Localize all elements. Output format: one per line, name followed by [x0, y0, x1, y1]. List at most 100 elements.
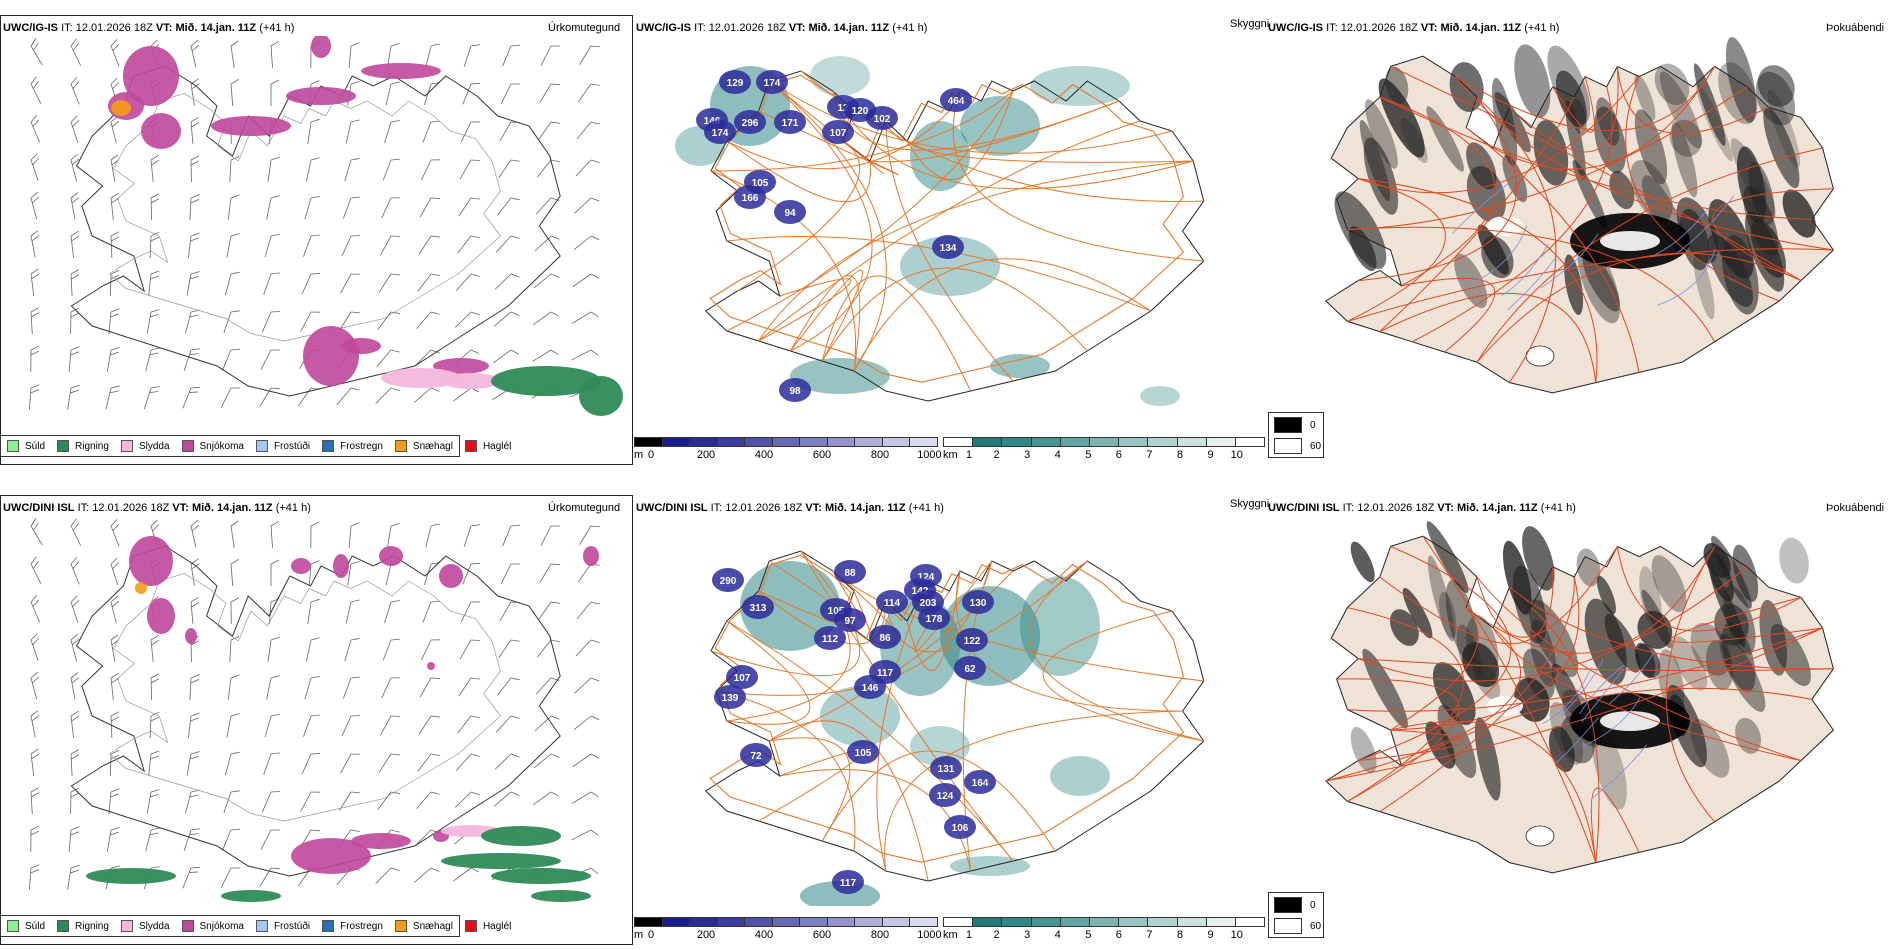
fog-legend-row: 60 — [1274, 918, 1321, 934]
wind-barb-staff — [107, 349, 112, 372]
wind-barb-flag — [470, 82, 480, 85]
legend-swatch — [464, 440, 477, 452]
wind-barb-staff — [190, 525, 197, 548]
wind-barb-staff — [453, 387, 472, 402]
wind-barb-flag — [390, 522, 400, 527]
wind-barb-staff — [348, 45, 352, 68]
wind-barb-staff — [342, 197, 352, 219]
snow-area — [291, 838, 371, 874]
wind-barb-flag — [230, 790, 240, 793]
fog-indicator-area — [1427, 555, 1455, 642]
wind-barb-icon — [150, 673, 160, 701]
river-line — [1554, 717, 1599, 764]
ceiling-value-label: 290 — [720, 576, 737, 587]
wind-barb-icon — [574, 197, 600, 214]
colorbar-tick: 10 — [1230, 929, 1243, 941]
wind-barb-staff — [419, 677, 432, 698]
wind-barb-staff — [30, 563, 42, 584]
snow-area — [211, 116, 291, 136]
wind-barb-icon — [68, 826, 80, 852]
wind-barb-flag — [110, 385, 120, 389]
wind-barb-flag — [70, 153, 79, 161]
low-ceiling-area — [834, 560, 866, 584]
wind-barb-flag — [190, 717, 199, 722]
lead-time: (+41 h) — [1524, 22, 1560, 34]
road-line — [853, 258, 1152, 372]
low-ceiling-area — [822, 120, 854, 144]
wind-barb-icon — [493, 791, 520, 807]
wind-barb-icon — [264, 713, 280, 738]
colorbar-segment — [1002, 918, 1032, 926]
wind-barb-staff — [538, 601, 552, 621]
wind-barb-flag — [390, 867, 400, 872]
it-label: IT: — [1342, 502, 1355, 514]
wind-barb-staff — [418, 715, 432, 735]
wind-barb-flag — [111, 639, 120, 646]
legend-label: Súld — [25, 440, 46, 452]
wind-barb-icon — [230, 559, 239, 586]
wind-barb-staff — [533, 273, 552, 289]
ceiling-value-label: 164 — [972, 778, 989, 789]
wind-barb-flag — [550, 197, 560, 201]
road-line — [1358, 658, 1834, 672]
wind-barb-icon — [419, 677, 440, 698]
wind-barb-flag — [191, 563, 200, 570]
wind-barb-staff — [336, 387, 352, 406]
colorbar-tick: 600 — [812, 449, 832, 461]
wind-barb-flag — [112, 43, 120, 51]
wind-barb-flag — [230, 751, 240, 755]
wind-barb-staff — [145, 349, 152, 372]
fog-indicator-area — [1582, 252, 1620, 312]
wind-barb-flag — [110, 749, 120, 755]
wind-barb-staff — [576, 601, 592, 620]
wind-barb-icon — [188, 712, 200, 738]
wind-barb-flag — [590, 867, 599, 875]
wind-barb-icon — [150, 634, 160, 662]
wind-barb-flag — [510, 715, 520, 719]
wind-barb-flag — [390, 197, 400, 199]
it-label: IT: — [694, 22, 706, 34]
wind-barb-staff — [304, 677, 312, 700]
wind-barb-flag — [590, 159, 600, 163]
colorbar-segment — [690, 438, 718, 446]
road-line — [768, 80, 1173, 154]
wind-barb-staff — [575, 159, 592, 177]
precip-type-panel-bottom — [0, 495, 633, 945]
wind-barb-flag — [30, 76, 37, 85]
visibility-title-bottom: UWC/DINI ISL IT: 12.01.2026 18Z VT: Mið.… — [636, 502, 944, 514]
wind-barb-icon — [110, 519, 120, 547]
lead-time: (+41 h) — [259, 22, 295, 34]
snow-hail-area — [135, 582, 147, 594]
wind-barb-icon — [303, 714, 320, 737]
legend-label: Frostregn — [340, 920, 383, 932]
wind-barb-staff — [419, 197, 432, 218]
wind-barb-flag — [190, 674, 200, 679]
wind-barb-icon — [30, 38, 43, 66]
snow-area — [333, 554, 349, 578]
wind-barb-flag — [470, 791, 480, 796]
wind-barb-icon — [227, 674, 240, 700]
wind-barb-icon — [263, 752, 280, 775]
wind-barb-flag — [190, 828, 200, 831]
wind-barb-staff — [220, 867, 232, 888]
wind-barb-icon — [185, 309, 200, 334]
road-line — [1379, 96, 1496, 287]
wind-barb-flag — [32, 599, 40, 607]
wind-barb-staff — [416, 311, 432, 329]
wind-barb-flag — [230, 233, 240, 237]
low-ceiling-area — [854, 675, 886, 699]
legend-swatch — [120, 440, 133, 452]
wind-barb-staff — [150, 639, 154, 662]
wind-barb-staff — [574, 677, 592, 694]
wind-barb-staff — [375, 387, 392, 404]
wind-barb-icon — [109, 269, 120, 297]
wind-barb-staff — [182, 387, 192, 409]
wind-barb-flag — [190, 520, 199, 527]
precip-type-title-bottom: UWC/DINI ISL IT: 12.01.2026 18Z VT: Mið.… — [3, 502, 311, 514]
wind-barb-staff — [226, 715, 232, 738]
legend-label: Snæhagl — [412, 920, 453, 932]
wind-barb-flag — [189, 871, 199, 874]
wind-barb-flag — [70, 869, 79, 874]
wind-barb-staff — [30, 753, 35, 776]
wind-barb-staff — [266, 677, 272, 700]
